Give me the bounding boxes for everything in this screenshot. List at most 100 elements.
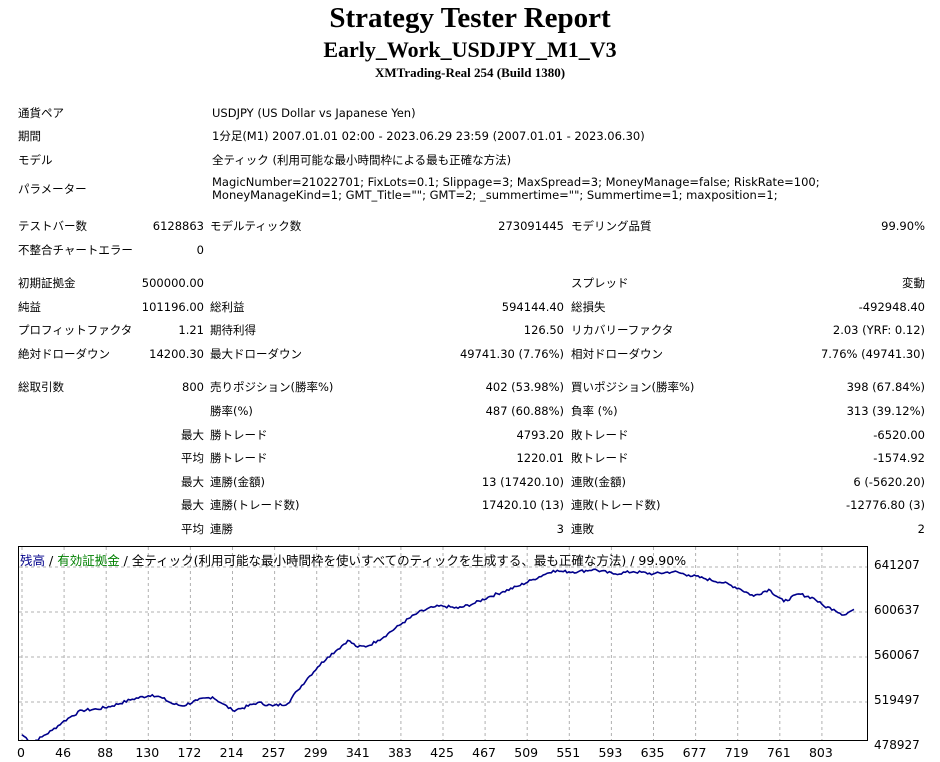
spread-label: スプレッド (571, 276, 629, 290)
x-tick: 172 (177, 745, 202, 760)
loss-rate-label: 負率 (%) (571, 404, 618, 418)
rel-drawdown-value: 7.76% (49741.30) (820, 347, 925, 361)
y-tick: 519497 (874, 693, 920, 707)
avg-label: 平均 (181, 522, 204, 536)
x-tick: 88 (97, 745, 114, 760)
net-profit-value: 101196.00 (141, 300, 204, 314)
x-tick: 425 (430, 745, 454, 760)
quality-value: 99.90% (881, 219, 925, 233)
loss-trade-label: 敗トレード (571, 428, 629, 442)
abs-drawdown-label: 絶対ドローダウン (18, 347, 110, 361)
x-tick: 299 (303, 745, 328, 760)
recovery-factor-value: 2.03 (YRF: 0.12) (832, 323, 925, 337)
max-label: 最大 (181, 475, 204, 489)
avg-cons-loss-value: 2 (917, 522, 925, 536)
quality-label: モデリング品質 (571, 219, 652, 233)
chart-legend: 残高 / 有効証拠金 / 全ティック(利用可能な最小時間枠を使いすべてのティック… (20, 550, 686, 569)
x-tick: 467 (472, 745, 497, 760)
cons-win-amt-label: 連勝(金額) (210, 475, 265, 489)
ticks-label: モデルティック数 (210, 219, 302, 233)
avg-win-value: 1220.01 (516, 451, 564, 465)
server-build: XMTrading-Real 254 (Build 1380) (374, 65, 566, 80)
x-tick: 635 (640, 745, 665, 760)
cons-win-trd-label: 連勝(トレード数) (210, 498, 300, 512)
chart-plot (19, 547, 867, 740)
spread-value: 変動 (902, 276, 925, 290)
y-tick: 600637 (874, 603, 920, 617)
period-label: 期間 (18, 129, 41, 143)
avg-loss-value: -1574.92 (873, 451, 925, 465)
x-tick: 677 (682, 745, 707, 760)
x-tick: 0 (17, 745, 25, 760)
avg-cons-loss-label: 連敗 (571, 522, 594, 536)
mismatch-label: 不整合チャートエラー (18, 243, 133, 257)
total-trades-label: 総取引数 (18, 380, 64, 394)
x-tick: 593 (598, 745, 623, 760)
gross-profit-value: 594144.40 (501, 300, 564, 314)
win-trade-label: 勝トレード (210, 428, 268, 442)
y-tick: 478927 (874, 738, 920, 752)
balance-line (21, 568, 855, 740)
period-value: 1分足(M1) 2007.01.01 02:00 - 2023.06.29 23… (212, 129, 645, 143)
cons-loss-trd-value: -12776.80 (3) (846, 498, 925, 512)
expected-payoff-value: 126.50 (523, 323, 564, 337)
params-label: パラメーター (18, 182, 87, 196)
avg-cons-win-label: 連勝 (210, 522, 233, 536)
cons-win-trd-value: 17420.10 (13) (481, 498, 564, 512)
cons-loss-amt-label: 連敗(金額) (571, 475, 626, 489)
params-value: MagicNumber=21022701; FixLots=0.1; Slipp… (212, 175, 820, 202)
deposit-value: 500000.00 (141, 276, 204, 290)
x-tick: 761 (766, 745, 791, 760)
win-trade-label: 勝トレード (210, 451, 268, 465)
profit-factor-label: プロフィットファクタ (18, 323, 133, 337)
max-drawdown-label: 最大ドローダウン (210, 347, 302, 361)
x-tick: 509 (514, 745, 539, 760)
recovery-factor-label: リカバリーファクタ (571, 323, 674, 337)
cons-win-amt-value: 13 (17420.10) (481, 475, 564, 489)
gross-loss-label: 総損失 (571, 300, 606, 314)
x-tick: 214 (219, 745, 244, 760)
long-positions-value: 398 (67.84%) (846, 380, 925, 394)
gross-loss-value: -492948.40 (858, 300, 925, 314)
x-tick: 719 (724, 745, 749, 760)
cons-loss-trd-label: 連敗(トレード数) (571, 498, 661, 512)
balance-chart (18, 546, 868, 741)
legend-model: 全ティック(利用可能な最小時間枠を使いすべてのティックを生成する、最も正確な方法… (131, 553, 687, 568)
legend-sep: / (119, 553, 132, 568)
max-label: 最大 (181, 428, 204, 442)
pair-value: USDJPY (US Dollar vs Japanese Yen) (212, 106, 416, 120)
expert-name: Early_Work_USDJPY_M1_V3 (323, 37, 617, 62)
abs-drawdown-value: 14200.30 (149, 347, 204, 361)
x-tick: 383 (387, 745, 412, 760)
total-trades-value: 800 (182, 380, 204, 394)
x-tick: 46 (55, 745, 72, 760)
max-label: 最大 (181, 498, 204, 512)
deposit-label: 初期証拠金 (18, 276, 76, 290)
profit-factor-value: 1.21 (178, 323, 204, 337)
legend-balance: 残高 (20, 553, 46, 568)
short-positions-label: 売りポジション(勝率%) (210, 380, 334, 394)
y-tick: 560067 (874, 648, 920, 662)
max-loss-value: -6520.00 (873, 428, 925, 442)
short-positions-value: 402 (53.98%) (485, 380, 564, 394)
win-rate-value: 487 (60.88%) (485, 404, 564, 418)
loss-rate-value: 313 (39.12%) (846, 404, 925, 418)
rel-drawdown-label: 相対ドローダウン (571, 347, 663, 361)
legend-sep: / (45, 553, 58, 568)
max-drawdown-value: 49741.30 (7.76%) (459, 347, 564, 361)
bars-label: テストバー数 (18, 219, 87, 233)
mismatch-value: 0 (196, 243, 204, 257)
report-title: Strategy Tester Report (329, 2, 611, 34)
expected-payoff-label: 期待利得 (210, 323, 256, 337)
win-rate-label: 勝率(%) (210, 404, 253, 418)
x-tick: 803 (808, 745, 833, 760)
x-tick: 551 (556, 745, 581, 760)
gross-profit-label: 総利益 (210, 300, 245, 314)
legend-equity: 有効証拠金 (57, 553, 120, 568)
ticks-value: 273091445 (498, 219, 564, 233)
pair-label: 通貨ペア (18, 106, 64, 120)
x-tick: 341 (345, 745, 370, 760)
x-tick: 257 (261, 745, 286, 760)
avg-label: 平均 (181, 451, 204, 465)
model-label: モデル (18, 153, 53, 167)
